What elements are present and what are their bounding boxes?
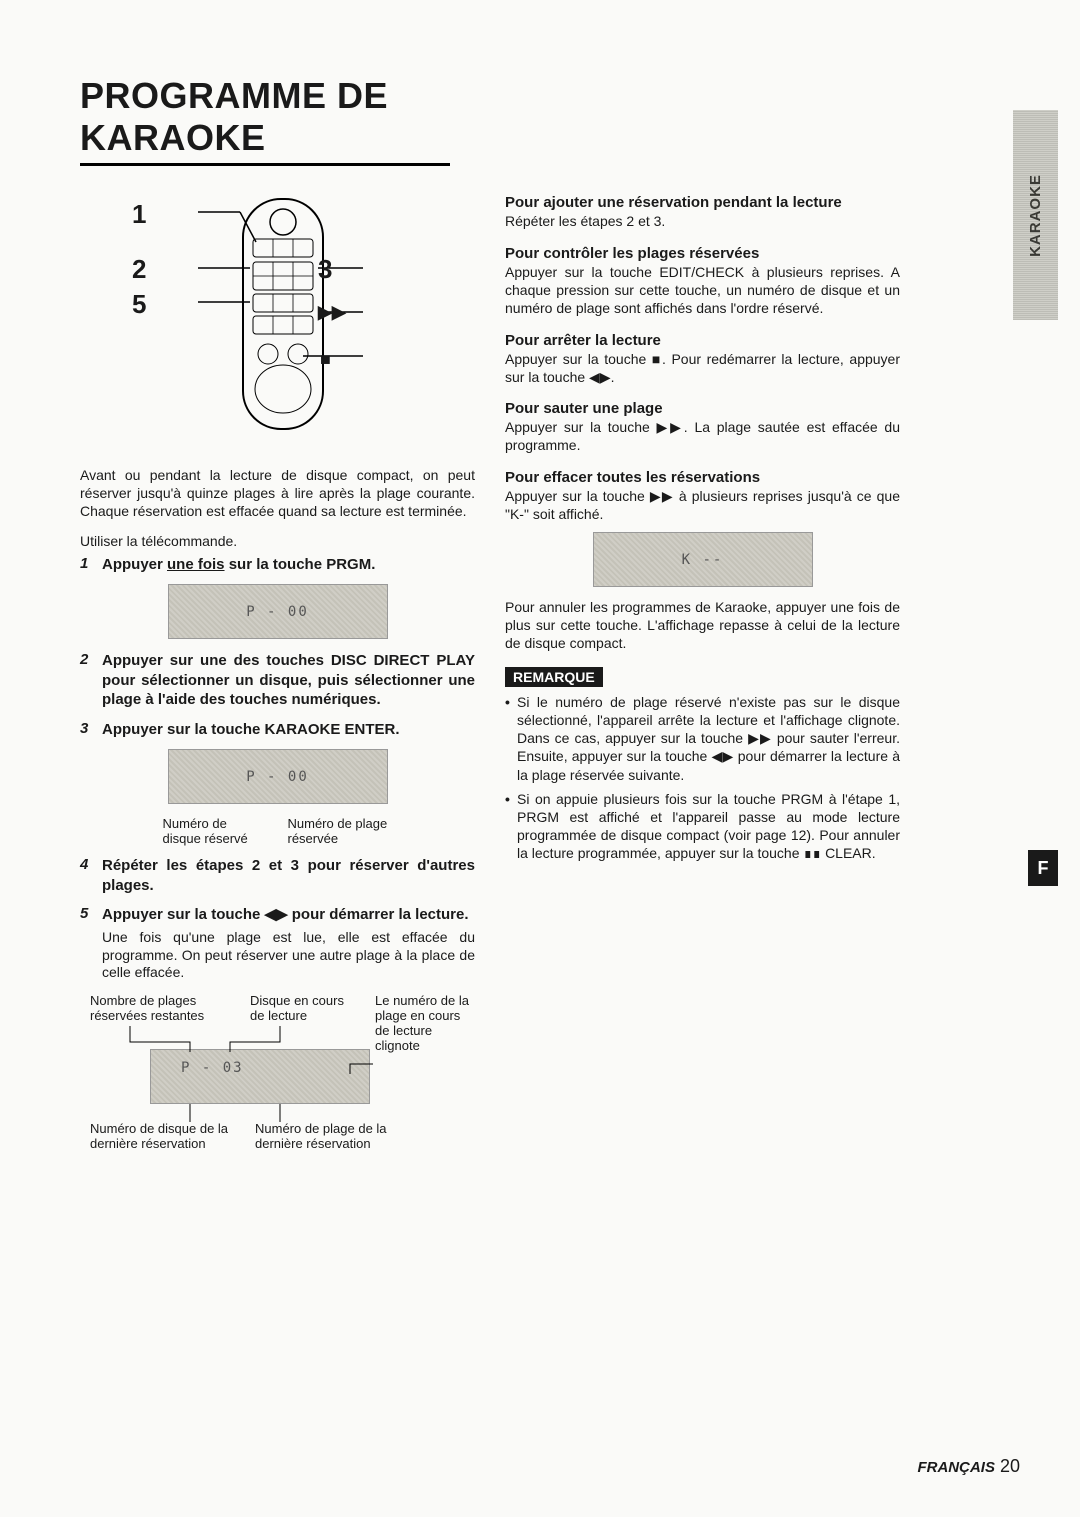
language-badge: F [1028, 850, 1058, 886]
section-clear: Pour effacer toutes les réservations App… [505, 469, 900, 524]
callout-1: 1 [132, 199, 146, 230]
display-2-caption: Numéro de disque réservé Numéro de plage… [80, 816, 475, 846]
step-1: 1 Appuyer une fois sur la touche PRGM. [80, 555, 475, 575]
section-check: Pour contrôler les plages réservées Appu… [505, 245, 900, 318]
callout-3: 3 [318, 254, 332, 285]
after-display-text: Pour annuler les programmes de Karaoke, … [505, 599, 900, 653]
remote-svg [128, 194, 428, 449]
section-add: Pour ajouter une réservation pendant la … [505, 194, 900, 231]
remark-1: Si le numéro de plage réservé n'existe p… [505, 693, 900, 784]
use-remote: Utiliser la télécommande. [80, 533, 475, 551]
left-column: 1 2 5 3 ▶▶ ■ [80, 194, 475, 1176]
display-k: K -- [593, 532, 813, 587]
remark-list: Si le numéro de plage réservé n'existe p… [505, 693, 900, 863]
callout-stop-icon: ■ [320, 349, 331, 370]
right-column: Pour ajouter une réservation pendant la … [505, 194, 900, 1176]
step-2: 2 Appuyer sur une des touches DISC DIREC… [80, 651, 475, 710]
remark-2: Si on appuie plusieurs fois sur la touch… [505, 790, 900, 863]
intro-text: Avant ou pendant la lecture de disque co… [80, 467, 475, 521]
step-5: 5 Appuyer sur la touche ◀▶ pour démarrer… [80, 905, 475, 925]
page-title: PROGRAMME DE KARAOKE [80, 75, 450, 166]
step-4: 4 Répéter les étapes 2 et 3 pour réserve… [80, 856, 475, 895]
callout-5: 5 [132, 289, 146, 320]
step-1-text: Appuyer une fois sur la touche PRGM. [102, 555, 475, 575]
playback-diagram: Nombre de plages réservées restantes Dis… [80, 994, 450, 1164]
step-5-sub: Une fois qu'une plage est lue, elle est … [80, 929, 475, 983]
section-stop: Pour arrêter la lecture Appuyer sur la t… [505, 332, 900, 387]
side-tab-label: KARAOKE [1027, 174, 1044, 257]
display-1: P - 00 [168, 584, 388, 639]
remark-badge: REMARQUE [505, 667, 603, 687]
section-skip: Pour sauter une plage Appuyer sur la tou… [505, 400, 900, 455]
remote-diagram: 1 2 5 3 ▶▶ ■ [80, 194, 475, 449]
side-tab: KARAOKE [1013, 110, 1058, 320]
callout-2: 2 [132, 254, 146, 285]
callout-ff-icon: ▶▶ [318, 302, 346, 323]
page-footer: FRANÇAIS 20 [917, 1456, 1020, 1477]
display-2: P - 00 [168, 749, 388, 804]
step-3: 3 Appuyer sur la touche KARAOKE ENTER. [80, 720, 475, 740]
